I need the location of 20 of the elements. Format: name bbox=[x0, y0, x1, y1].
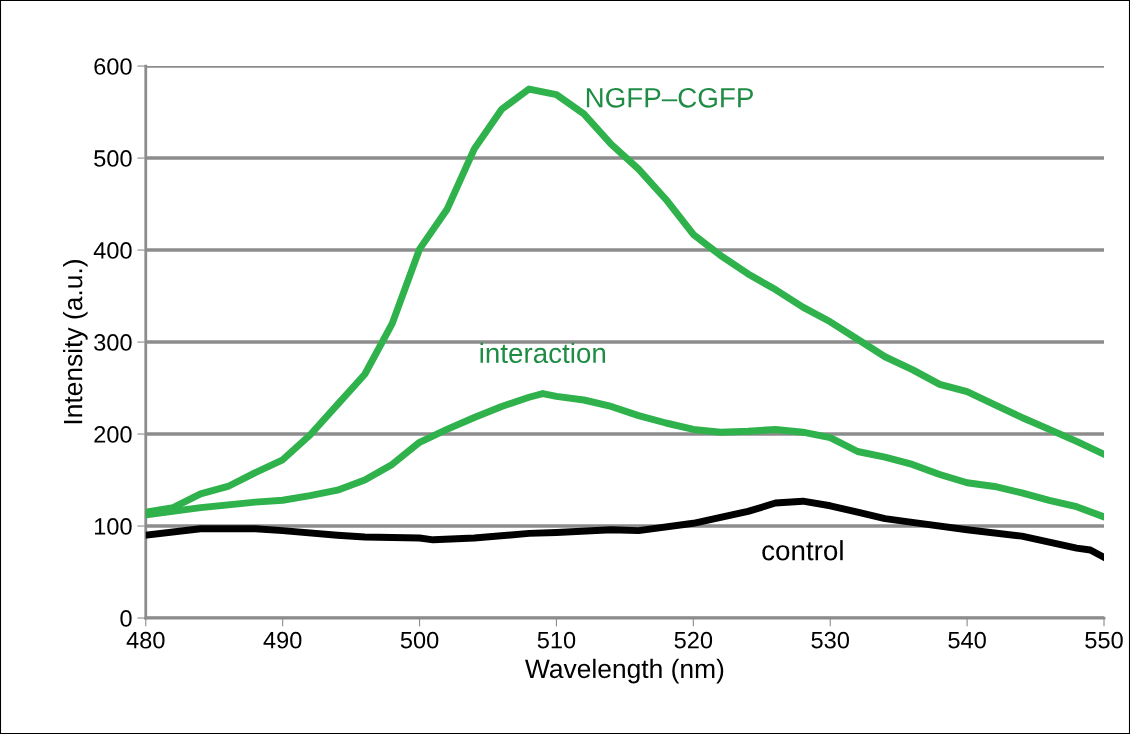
x-axis-title: Wavelength (nm) bbox=[525, 658, 724, 684]
x-tick-label: 540 bbox=[948, 631, 986, 649]
y-tick-label: 0 bbox=[120, 610, 132, 627]
y-tick-label: 500 bbox=[94, 150, 132, 167]
x-tick-label: 520 bbox=[674, 631, 713, 649]
y-axis-title: Intensity (a.u.) bbox=[63, 260, 88, 424]
y-tick-label: 100 bbox=[94, 518, 132, 535]
x-tick-label: 490 bbox=[263, 631, 302, 649]
y-tick-label: 400 bbox=[93, 242, 132, 259]
y-tick-label: 300 bbox=[94, 334, 132, 351]
y-tick-label: 200 bbox=[94, 426, 132, 443]
series-label: NGFP–CGFP bbox=[586, 87, 753, 108]
x-tick-label: 480 bbox=[126, 631, 165, 649]
y-tick-label: 600 bbox=[94, 58, 132, 75]
series-label: interaction bbox=[480, 342, 606, 364]
series-label: control bbox=[762, 540, 843, 561]
x-tick-label: 510 bbox=[537, 631, 576, 649]
x-tick-label: 500 bbox=[400, 631, 439, 649]
x-tick-label: 530 bbox=[811, 631, 849, 649]
x-tick-label: 550 bbox=[1085, 631, 1123, 649]
